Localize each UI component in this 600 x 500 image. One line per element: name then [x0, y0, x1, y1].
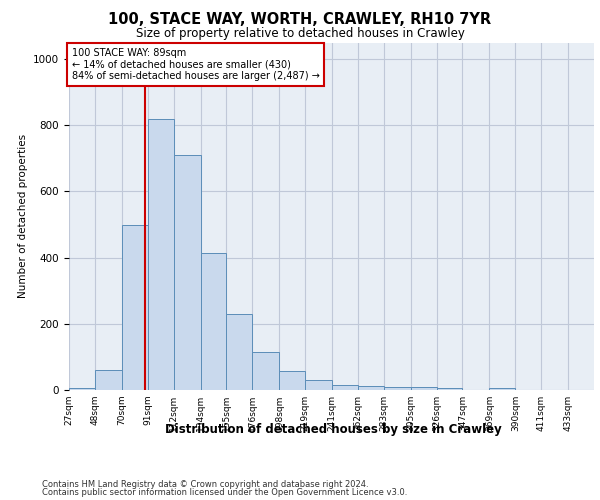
Bar	[305, 380, 332, 390]
Text: Contains HM Land Registry data © Crown copyright and database right 2024.: Contains HM Land Registry data © Crown c…	[42, 480, 368, 489]
Bar	[122, 224, 148, 390]
Bar	[95, 370, 122, 390]
Bar	[411, 388, 437, 390]
Text: 100, STACE WAY, WORTH, CRAWLEY, RH10 7YR: 100, STACE WAY, WORTH, CRAWLEY, RH10 7YR	[109, 12, 491, 28]
Bar	[358, 386, 384, 390]
Bar	[332, 385, 358, 390]
Text: Distribution of detached houses by size in Crawley: Distribution of detached houses by size …	[164, 422, 502, 436]
Bar	[437, 388, 463, 390]
Bar	[148, 118, 173, 390]
Bar	[200, 252, 226, 390]
Bar	[490, 388, 515, 390]
Bar	[226, 314, 252, 390]
Bar	[173, 155, 200, 390]
Bar	[279, 371, 305, 390]
Text: Size of property relative to detached houses in Crawley: Size of property relative to detached ho…	[136, 28, 464, 40]
Text: Contains public sector information licensed under the Open Government Licence v3: Contains public sector information licen…	[42, 488, 407, 497]
Bar	[252, 352, 279, 390]
Y-axis label: Number of detached properties: Number of detached properties	[17, 134, 28, 298]
Bar	[69, 388, 95, 390]
Bar	[384, 386, 411, 390]
Text: 100 STACE WAY: 89sqm
← 14% of detached houses are smaller (430)
84% of semi-deta: 100 STACE WAY: 89sqm ← 14% of detached h…	[71, 48, 320, 81]
